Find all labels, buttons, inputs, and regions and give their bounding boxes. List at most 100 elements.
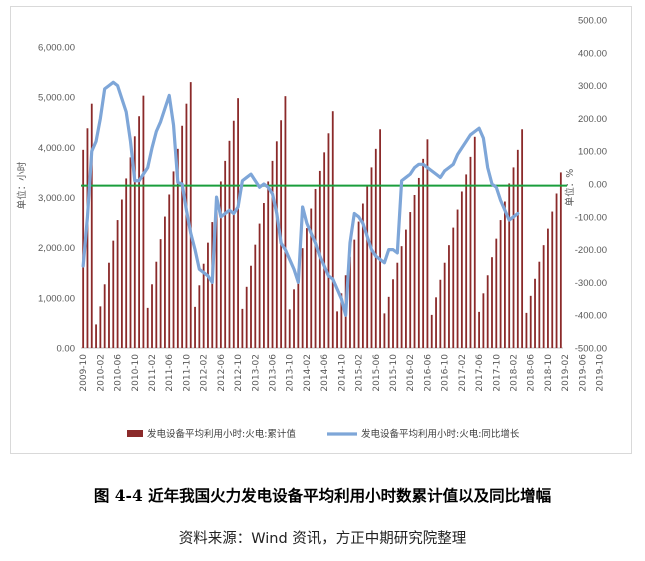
bar xyxy=(284,96,287,348)
bar xyxy=(297,268,300,348)
figure-caption: 图 4-4 近年我国火力发电设备平均利用小时数累计值以及同比增幅 xyxy=(93,486,552,505)
bar xyxy=(250,265,252,348)
bar xyxy=(267,181,270,348)
bar xyxy=(237,98,239,348)
right-tick-label: -400.00 xyxy=(575,311,607,322)
x-tick-label: 2017-02 xyxy=(458,354,468,392)
bar xyxy=(413,194,416,348)
growth-line-group xyxy=(81,80,520,317)
bar xyxy=(327,133,330,348)
bar xyxy=(417,177,420,348)
legend-swatch-bar xyxy=(127,430,143,437)
bar xyxy=(176,148,179,348)
bar xyxy=(232,120,235,348)
x-tick-label: 2012-10 xyxy=(234,354,244,392)
bar xyxy=(534,278,536,348)
bar xyxy=(460,191,463,348)
right-tick-label: 300.00 xyxy=(578,81,607,92)
x-tick-label: 2018-10 xyxy=(544,354,554,392)
x-tick-label: 2015-02 xyxy=(355,354,365,392)
right-tick-label: -500.00 xyxy=(575,344,607,355)
bar xyxy=(473,136,476,348)
bar xyxy=(340,293,343,348)
bar xyxy=(310,208,313,348)
bar xyxy=(529,295,532,348)
legend-label-bar: 发电设备平均利用小时:火电:累计值 xyxy=(147,428,296,440)
left-axis-label: 单位：小时 xyxy=(16,161,28,209)
bar xyxy=(306,228,308,348)
right-tick-label: 400.00 xyxy=(578,48,607,59)
bar xyxy=(155,261,158,348)
bar xyxy=(142,95,145,348)
bar xyxy=(559,172,562,348)
x-tick-label: 2011-06 xyxy=(165,354,175,392)
bar xyxy=(499,220,502,348)
left-tick-label: 0.00 xyxy=(57,344,76,355)
bar xyxy=(353,239,356,348)
x-tick-label: 2010-10 xyxy=(131,354,141,392)
bar xyxy=(288,309,291,348)
bar xyxy=(430,314,433,348)
bar xyxy=(504,201,506,348)
bar xyxy=(383,313,386,348)
bar xyxy=(491,257,493,348)
chart-frame: 0.00 1,000.00 2,000.00 3,000.00 4,000.00 5,00… xyxy=(10,6,632,454)
bar xyxy=(275,141,278,348)
bar xyxy=(370,167,373,348)
x-tick-label: 2011-02 xyxy=(148,354,158,392)
bar xyxy=(125,178,128,348)
bar xyxy=(86,128,89,348)
bar xyxy=(426,139,429,348)
x-tick-label: 2012-02 xyxy=(200,354,210,392)
x-tick-label: 2010-06 xyxy=(114,354,124,392)
x-tick-label: 2013-10 xyxy=(286,354,296,392)
right-tick-label: -100.00 xyxy=(575,212,607,223)
bar xyxy=(138,116,140,348)
x-tick-label: 2014-10 xyxy=(337,354,347,392)
bar xyxy=(198,285,201,348)
bar xyxy=(521,129,524,348)
bar xyxy=(323,152,326,348)
left-tick-label: 5,000.00 xyxy=(38,93,75,104)
bar xyxy=(508,183,511,348)
bar xyxy=(349,256,351,348)
x-tick-label: 2016-06 xyxy=(423,354,433,392)
bar xyxy=(392,279,394,348)
x-tick-label: 2018-06 xyxy=(527,354,537,392)
bar xyxy=(555,193,558,348)
x-tick-label: 2009-10 xyxy=(79,354,89,392)
bar xyxy=(219,181,222,348)
right-tick-label: 100.00 xyxy=(578,147,607,158)
x-tick-label: 2013-02 xyxy=(251,354,261,392)
bar xyxy=(551,211,554,348)
bar xyxy=(469,156,472,348)
x-tick-label: 2016-10 xyxy=(441,354,451,392)
right-axis-label: 单位：% xyxy=(564,169,576,207)
bar xyxy=(409,212,412,348)
bar xyxy=(207,242,209,348)
x-tick-label: 2016-02 xyxy=(406,354,416,392)
x-tick-label: 2014-06 xyxy=(320,354,330,392)
bar xyxy=(400,246,403,348)
x-tick-label: 2011-10 xyxy=(182,354,192,392)
bar xyxy=(405,229,407,348)
bar xyxy=(168,194,171,348)
left-tick-label: 6,000.00 xyxy=(38,43,75,54)
axes-group: 0.00 1,000.00 2,000.00 3,000.00 4,000.00 5,00… xyxy=(16,16,607,392)
bar xyxy=(181,125,184,348)
bar xyxy=(336,311,338,348)
source-note: 资料来源：Wind 资讯，方正中期研究院整理 xyxy=(178,531,467,547)
bar xyxy=(482,293,485,348)
x-tick-label: 2012-06 xyxy=(217,354,227,392)
bar xyxy=(189,82,192,349)
bar xyxy=(495,238,498,348)
legend-label-line: 发电设备平均利用小时:火电:同比增长 xyxy=(361,428,520,440)
bar xyxy=(202,263,205,348)
x-tick-label: 2015-10 xyxy=(389,354,399,392)
bar xyxy=(374,148,377,348)
bar xyxy=(516,149,519,348)
x-tick-label: 2015-06 xyxy=(372,354,382,392)
bar xyxy=(146,307,149,348)
bar xyxy=(465,174,468,348)
bar xyxy=(254,244,257,348)
